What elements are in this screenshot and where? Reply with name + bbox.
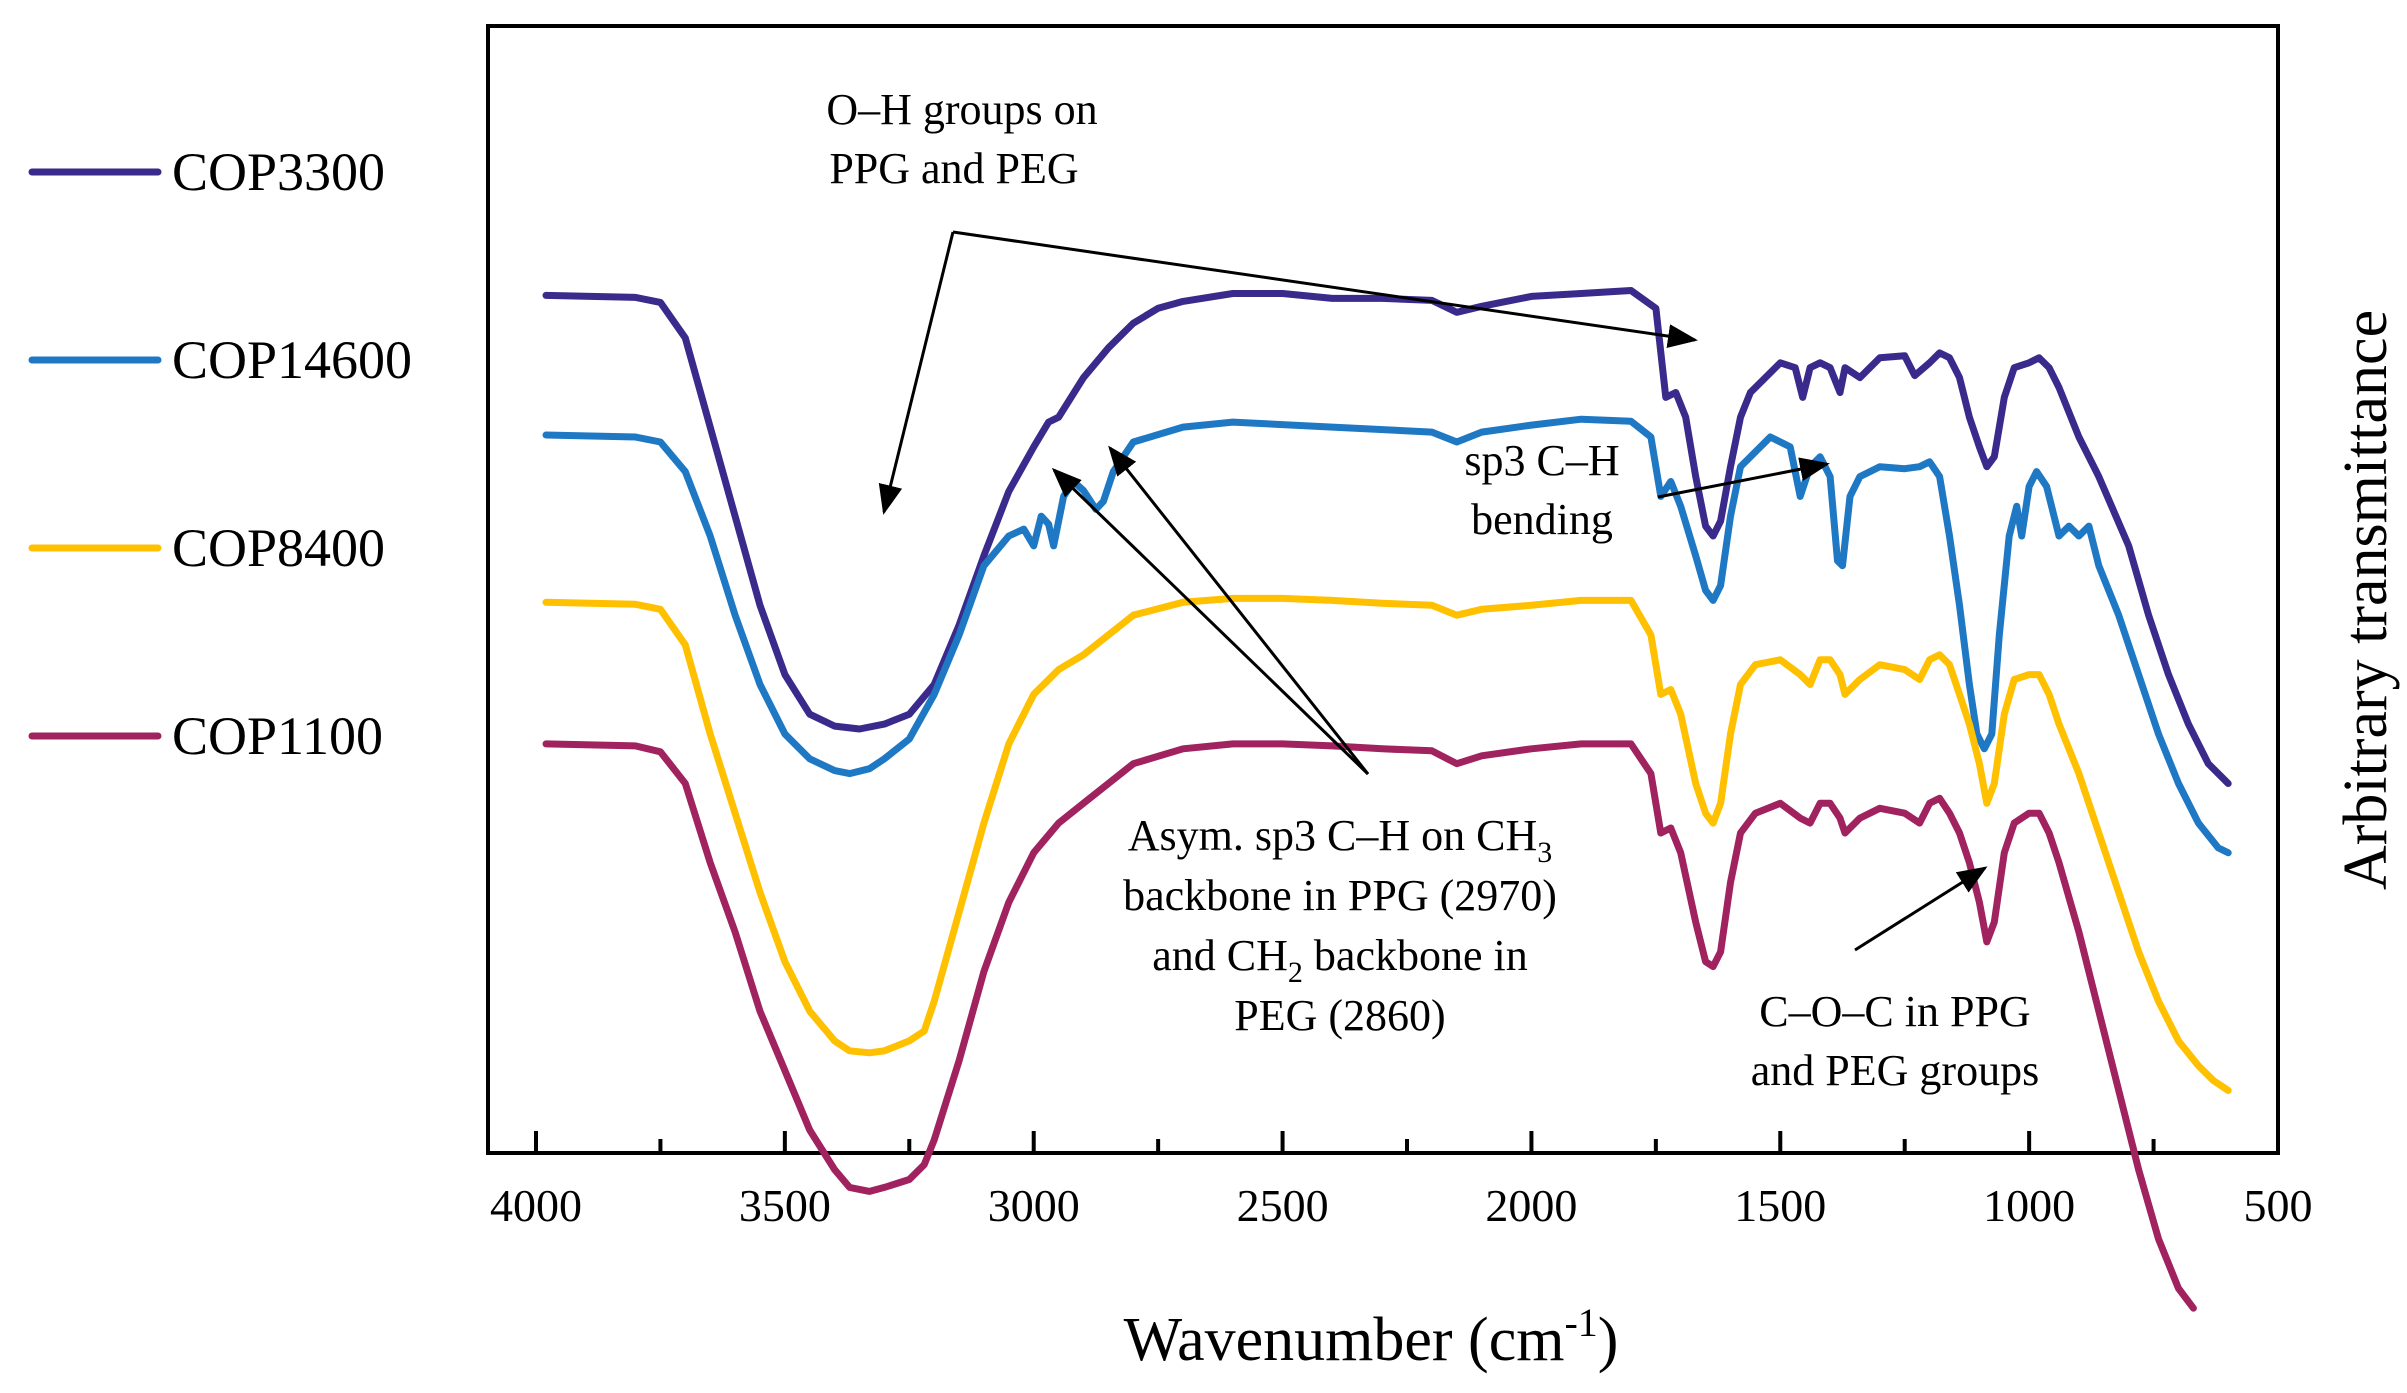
legend-label-cop8400: COP8400 xyxy=(172,518,385,578)
x-tick-label-1500: 1500 xyxy=(1734,1180,1826,1231)
annotation-sp3-bending: sp3 C–H bending xyxy=(1464,436,1830,544)
annotation-sp3-line1: sp3 C–H xyxy=(1464,436,1619,485)
annotation-oh-groups: O–H groups on PPG and PEG xyxy=(826,85,1698,515)
x-axis-title-main: Wavenumber (cm xyxy=(1124,1306,1565,1374)
legend-label-cop14600: COP14600 xyxy=(172,330,412,390)
series-line-cop8400 xyxy=(542,594,2232,1094)
annotation-asym-arrow-2860 xyxy=(1108,445,1370,775)
annotation-oh-line1: O–H groups on xyxy=(826,85,1097,134)
annotation-oh-arrow-left xyxy=(878,231,955,515)
annotation-asym-line3-sub: 2 xyxy=(1288,956,1303,989)
x-tick-label-3000: 3000 xyxy=(988,1180,1080,1231)
x-tick-label-500: 500 xyxy=(2244,1180,2313,1231)
x-tick-label-3500: 3500 xyxy=(739,1180,831,1231)
annotation-oh-arrow-right xyxy=(952,230,1698,348)
annotation-asym-line1: Asym. sp3 C–H on CH3 xyxy=(1128,811,1553,869)
annotation-coc: C–O–C in PPG and PEG groups xyxy=(1751,866,2039,1095)
annotation-asym-line3-text-a: and CH xyxy=(1152,931,1288,980)
annotation-sp3-arrow xyxy=(1657,457,1830,499)
legend-label-cop1100: COP1100 xyxy=(172,706,383,766)
series-group xyxy=(542,287,2232,1312)
plot-frame xyxy=(486,24,2280,1155)
legend: COP3300 COP14600 COP8400 COP1100 xyxy=(28,142,412,766)
annotation-coc-arrow xyxy=(1854,866,1988,952)
x-axis-title: Wavenumber (cm-1) xyxy=(1124,1300,1619,1374)
y-axis-title: Arbitrary transmittance xyxy=(2332,310,2400,890)
annotation-asym-line1-text: Asym. sp3 C–H on CH xyxy=(1128,811,1538,860)
annotation-asym-line1-sub: 3 xyxy=(1537,836,1552,869)
annotation-asym-line2: backbone in PPG (2970) xyxy=(1123,871,1557,920)
annotation-asym-line3-text-b: backbone in xyxy=(1303,931,1528,980)
legend-label-cop3300: COP3300 xyxy=(172,142,385,202)
annotation-coc-line1: C–O–C in PPG xyxy=(1759,987,2030,1036)
annotation-asym-ch: Asym. sp3 C–H on CH3 backbone in PPG (29… xyxy=(1051,445,1557,1040)
annotation-coc-line2: and PEG groups xyxy=(1751,1046,2039,1095)
annotation-sp3-line2: bending xyxy=(1471,495,1613,544)
x-tick-label-1000: 1000 xyxy=(1983,1180,2075,1231)
x-tick-label-4000: 4000 xyxy=(490,1180,582,1231)
x-axis-tick-labels: 4000 3500 3000 2500 2000 1500 1000 500 xyxy=(490,1180,2313,1231)
annotation-asym-arrow-2970 xyxy=(1051,467,1370,776)
annotation-asym-line3: and CH2 backbone in xyxy=(1152,931,1527,989)
annotation-asym-line4: PEG (2860) xyxy=(1234,991,1445,1040)
x-axis-title-close: ) xyxy=(1598,1306,1619,1374)
x-axis-title-superscript: -1 xyxy=(1564,1300,1597,1345)
x-axis-ticks xyxy=(534,1131,2280,1153)
x-tick-label-2000: 2000 xyxy=(1485,1180,1577,1231)
annotation-oh-line2: PPG and PEG xyxy=(829,144,1078,193)
series-line-cop3300 xyxy=(542,287,2232,787)
series-line-cop1100 xyxy=(542,740,2197,1312)
series-line-cop14600 xyxy=(542,415,2232,857)
x-tick-label-2500: 2500 xyxy=(1237,1180,1329,1231)
